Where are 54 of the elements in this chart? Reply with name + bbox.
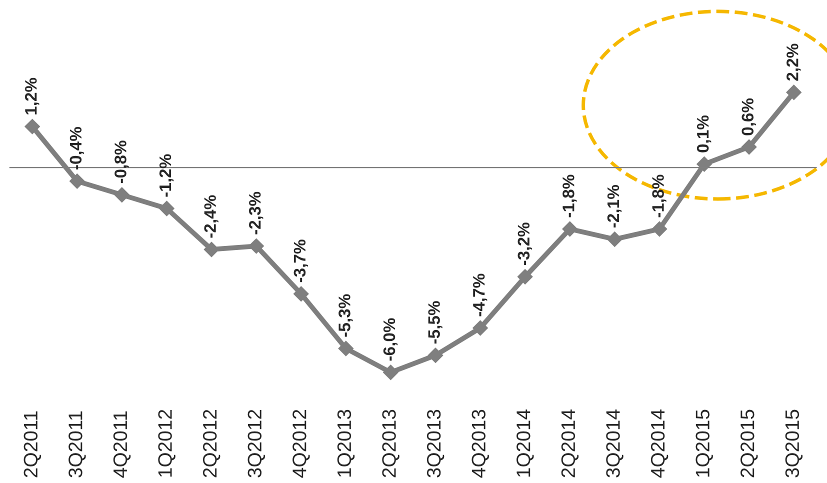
x-tick-label: 2Q2012 xyxy=(202,410,220,478)
data-label: 2,2% xyxy=(786,44,801,81)
data-label: 0,6% xyxy=(742,98,756,136)
point xyxy=(786,84,802,100)
x-tick-label: 3Q2012 xyxy=(248,410,265,478)
x-tick-label: 3Q2011 xyxy=(68,411,86,478)
data-label: 0,1% xyxy=(696,115,712,152)
data-label: -5,3% xyxy=(338,294,353,337)
point xyxy=(338,340,354,356)
point xyxy=(114,187,130,202)
point xyxy=(518,269,533,284)
point xyxy=(696,156,712,172)
data-label: -6,0% xyxy=(383,318,398,361)
data-label: -2,3% xyxy=(248,192,264,234)
x-tick-label: 2Q2013 xyxy=(382,410,400,478)
data-label: -1,8% xyxy=(562,174,577,218)
point xyxy=(472,320,488,336)
x-tick-label: 3Q2013 xyxy=(426,410,444,478)
x-tick-label: 1Q2013 xyxy=(337,410,355,477)
point xyxy=(428,348,444,363)
point xyxy=(562,221,578,237)
x-tick-label: 1Q2012 xyxy=(158,410,176,477)
x-tick-label: 4Q2013 xyxy=(472,410,489,478)
data-label: -2,1% xyxy=(607,185,622,228)
data-label: -1,2% xyxy=(159,154,174,197)
data-label: -0,4% xyxy=(70,126,84,170)
point xyxy=(383,364,398,380)
point xyxy=(204,242,220,258)
x-tick-label: 1Q2014 xyxy=(516,410,534,477)
point xyxy=(70,174,85,189)
point xyxy=(607,232,622,247)
point xyxy=(741,139,757,155)
x-tick-label: 3Q2015 xyxy=(785,410,803,478)
x-tick-label: 3Q2014 xyxy=(606,410,624,478)
data-label: -5,5% xyxy=(428,301,442,344)
data-label: -2,4% xyxy=(204,195,218,238)
data-label: -3,7% xyxy=(294,240,308,282)
x-tick-label: 2Q2015 xyxy=(740,410,758,478)
point xyxy=(248,238,264,254)
data-label: 1,2% xyxy=(24,78,40,114)
data-label: -4,7% xyxy=(472,274,488,316)
data-label: -0,8% xyxy=(114,140,129,184)
point xyxy=(294,286,309,302)
x-tick-label: 2Q2011 xyxy=(24,411,42,478)
x-tick-label: 4Q2011 xyxy=(113,411,131,478)
point xyxy=(652,221,668,237)
x-tick-label: 4Q2014 xyxy=(650,410,668,478)
x-tick-label: 2Q2014 xyxy=(561,410,579,478)
point xyxy=(159,200,174,216)
data-label: -3,2% xyxy=(518,222,532,266)
x-tick-label: 4Q2012 xyxy=(292,410,310,478)
x-tick-label: 1Q2015 xyxy=(696,410,713,477)
data-label: -1,8% xyxy=(652,174,666,218)
point xyxy=(24,118,40,134)
